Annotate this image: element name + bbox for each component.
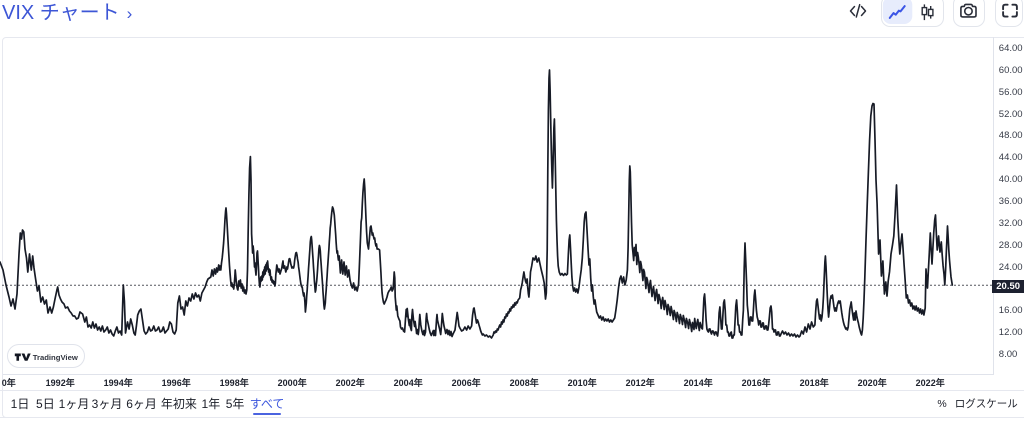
svg-text:TradingView: TradingView — [33, 354, 78, 363]
